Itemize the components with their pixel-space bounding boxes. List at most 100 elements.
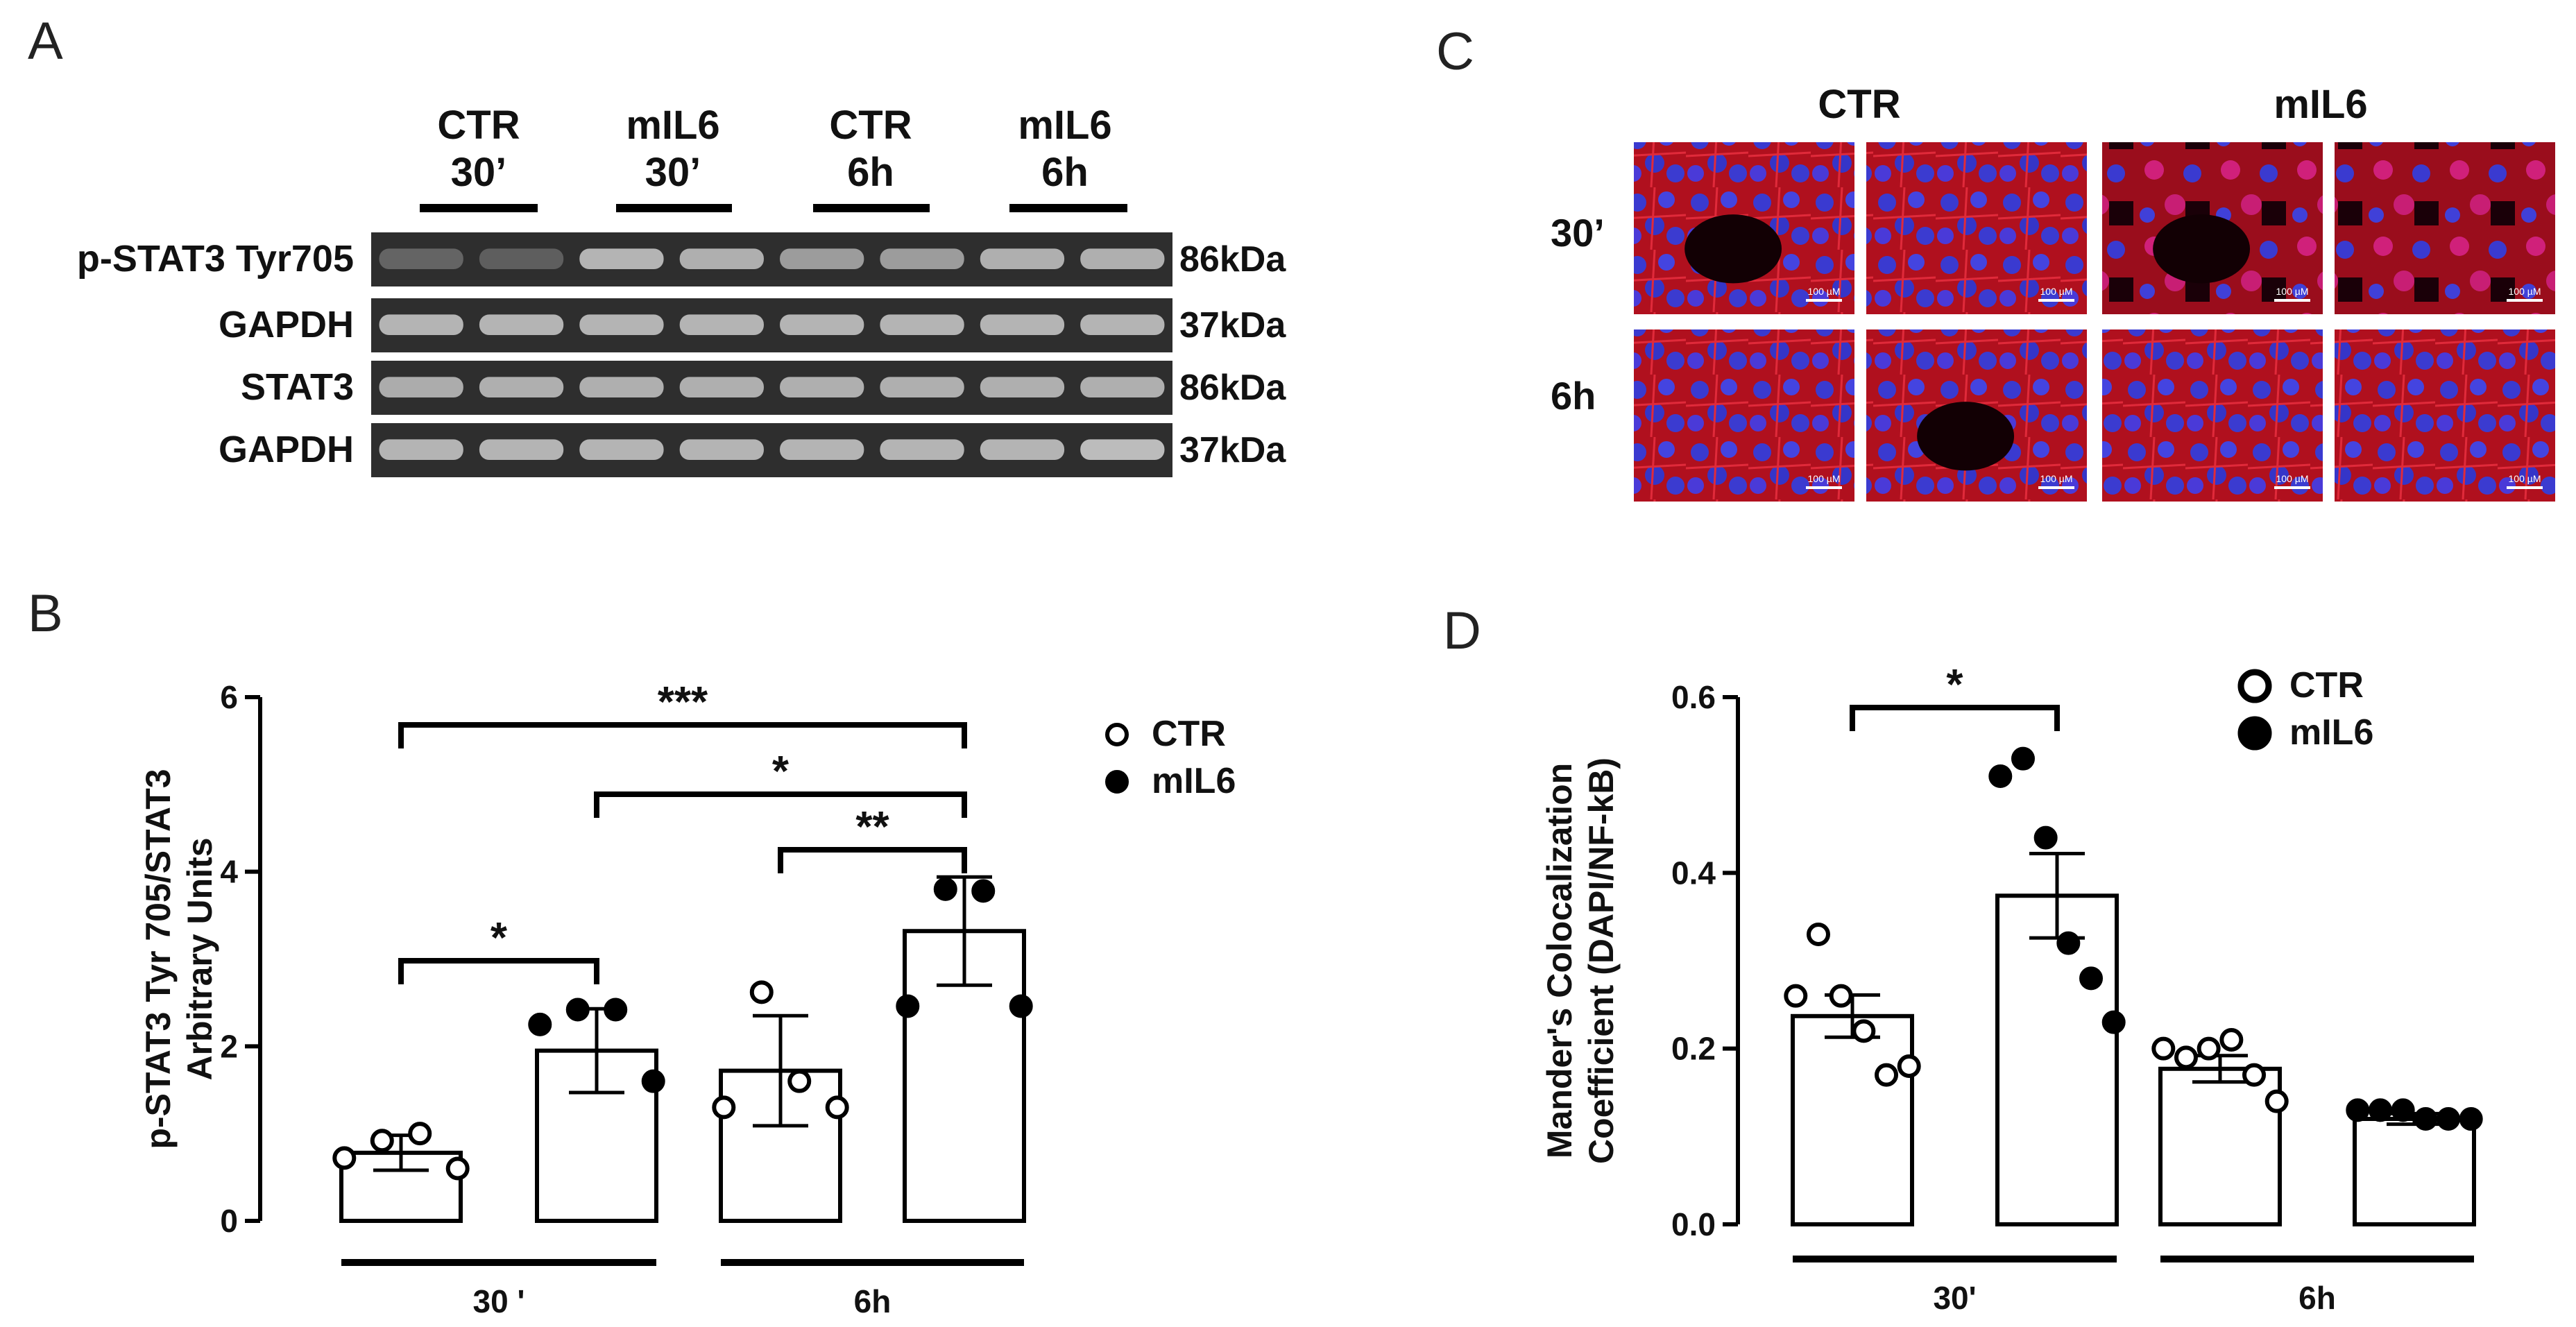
- blot-band: [780, 439, 864, 461]
- data-point: [1988, 764, 2013, 788]
- significance-stars: *: [772, 748, 790, 796]
- data-point: [2151, 1036, 2176, 1061]
- significance-stars: **: [855, 803, 889, 851]
- blot-row-label: p-STAT3 Tyr705: [77, 238, 354, 280]
- panel-letter-a: A: [28, 12, 63, 71]
- data-point: [370, 1129, 394, 1153]
- data-point: [1875, 1063, 1899, 1087]
- blot-band: [1080, 248, 1165, 270]
- blot-band: [1080, 377, 1165, 398]
- blot-band: [880, 439, 964, 461]
- blot-band: [980, 377, 1065, 398]
- blot-group-3-line1: CTR: [829, 103, 912, 148]
- data-point: [528, 1012, 552, 1036]
- data-point: [408, 1122, 432, 1146]
- data-point: [1897, 1054, 1921, 1078]
- legend-marker: [1105, 723, 1129, 746]
- blot-band: [479, 314, 564, 336]
- data-point: [1009, 994, 1033, 1018]
- data-point: [2056, 931, 2081, 955]
- y-tick-label: 2: [220, 1028, 238, 1064]
- blot-row-kda: 86kDa: [1179, 239, 1286, 280]
- data-point: [2391, 1098, 2415, 1122]
- data-point: [2264, 1089, 2289, 1113]
- legend-marker: [2237, 716, 2272, 751]
- scale-bar-label: 100 µM: [1808, 286, 1841, 297]
- blot-band: [980, 439, 1065, 461]
- blot-row-kda: 37kDa: [1179, 430, 1286, 470]
- blot-band: [880, 314, 964, 336]
- blot-rows: p-STAT3 Tyr705 86kDa GAPDH 37kDa STAT3 86kDa G…: [77, 232, 1286, 477]
- micrograph-gap: [1917, 402, 2015, 471]
- data-point: [933, 877, 957, 901]
- significance-bracket: [398, 722, 967, 748]
- blot-band: [980, 248, 1065, 270]
- blot-band: [780, 314, 864, 336]
- data-point: [787, 1069, 812, 1093]
- micrograph: [1866, 142, 2087, 314]
- significance-bracket: [778, 847, 967, 873]
- micrograph: [2102, 329, 2323, 502]
- bar: [2353, 1117, 2476, 1226]
- scale-bar-label: 100 µM: [2276, 473, 2309, 484]
- data-point: [2459, 1107, 2483, 1131]
- blot-band: [379, 377, 463, 398]
- blot-band: [780, 377, 864, 398]
- blot-row-label: GAPDH: [219, 429, 354, 470]
- legend-label: CTR: [2289, 665, 2364, 705]
- micrograph: [2335, 142, 2555, 314]
- y-axis-label-line2: Coefficient (DAPI/NF-kB): [1582, 757, 1621, 1164]
- data-point: [749, 980, 774, 1004]
- group-label: 30 ': [473, 1283, 525, 1319]
- y-axis-label: p-STAT3 Tyr 705/STAT3 Arbitrary Units: [139, 769, 219, 1149]
- scale-bar-label: 100 µM: [2509, 473, 2541, 484]
- data-point: [1784, 984, 1808, 1008]
- blot-band: [579, 439, 664, 461]
- data-point: [2242, 1063, 2267, 1087]
- data-point: [1852, 1019, 1876, 1043]
- legend-marker: [2237, 669, 2272, 703]
- blot-band: [880, 377, 964, 398]
- group-label: 30': [1933, 1280, 1976, 1316]
- significance-bracket: [594, 791, 967, 818]
- group-label: 6h: [2298, 1280, 2336, 1316]
- blot-row-kda: 86kDa: [1179, 368, 1286, 408]
- micro-col-mil6: mIL6: [2274, 82, 2367, 127]
- y-axis-label-line1: p-STAT3 Tyr 705/STAT3: [139, 769, 178, 1149]
- scale-bar-label: 100 µM: [2276, 286, 2309, 297]
- significance-stars: *: [1946, 661, 1963, 709]
- blot-band: [1080, 439, 1165, 461]
- data-point: [2079, 966, 2104, 991]
- legend-label: mIL6: [2289, 712, 2373, 753]
- micrograph-gap: [1684, 214, 1782, 284]
- blot-band: [579, 248, 664, 270]
- data-point: [1806, 923, 1830, 946]
- blot-band: [679, 439, 764, 461]
- data-point: [641, 1069, 665, 1093]
- significance-stars: ***: [658, 678, 708, 726]
- significance-bracket: [1850, 705, 2060, 731]
- micro-images: 100 µM 100 µM 100 µM 100 µM 100 µM 100 µM 100 …: [1634, 142, 2555, 502]
- micrograph-gap: [2153, 214, 2251, 284]
- blot-group-1-line1: CTR: [437, 103, 520, 148]
- y-tick-label: 0.6: [1671, 679, 1716, 715]
- blot-group-2-line2: 30’: [645, 150, 701, 195]
- blot-row-kda: 37kDa: [1179, 305, 1286, 345]
- y-tick-label: 4: [220, 854, 238, 890]
- y-axis-label-line2: Arbitrary Units: [180, 837, 219, 1080]
- panel-letter-c: C: [1436, 22, 1474, 81]
- y-axis-label: Mander's Colocalization Coefficient (DAPI…: [1540, 757, 1621, 1164]
- y-tick-label: 6: [220, 679, 238, 715]
- blot-group-1-line2: 30’: [451, 150, 507, 195]
- data-point: [1829, 984, 1853, 1008]
- micro-col-ctr: CTR: [1818, 82, 1900, 127]
- data-point: [2197, 1036, 2221, 1061]
- blot-group-labels: CTR 30’ mIL6 30’ CTR 6h mIL6 6h: [437, 103, 1111, 195]
- data-point: [712, 1095, 736, 1120]
- data-point: [565, 998, 590, 1022]
- data-point: [825, 1095, 849, 1120]
- data-point: [604, 998, 628, 1022]
- y-tick-label: 0.2: [1671, 1031, 1716, 1067]
- data-point: [2368, 1098, 2392, 1122]
